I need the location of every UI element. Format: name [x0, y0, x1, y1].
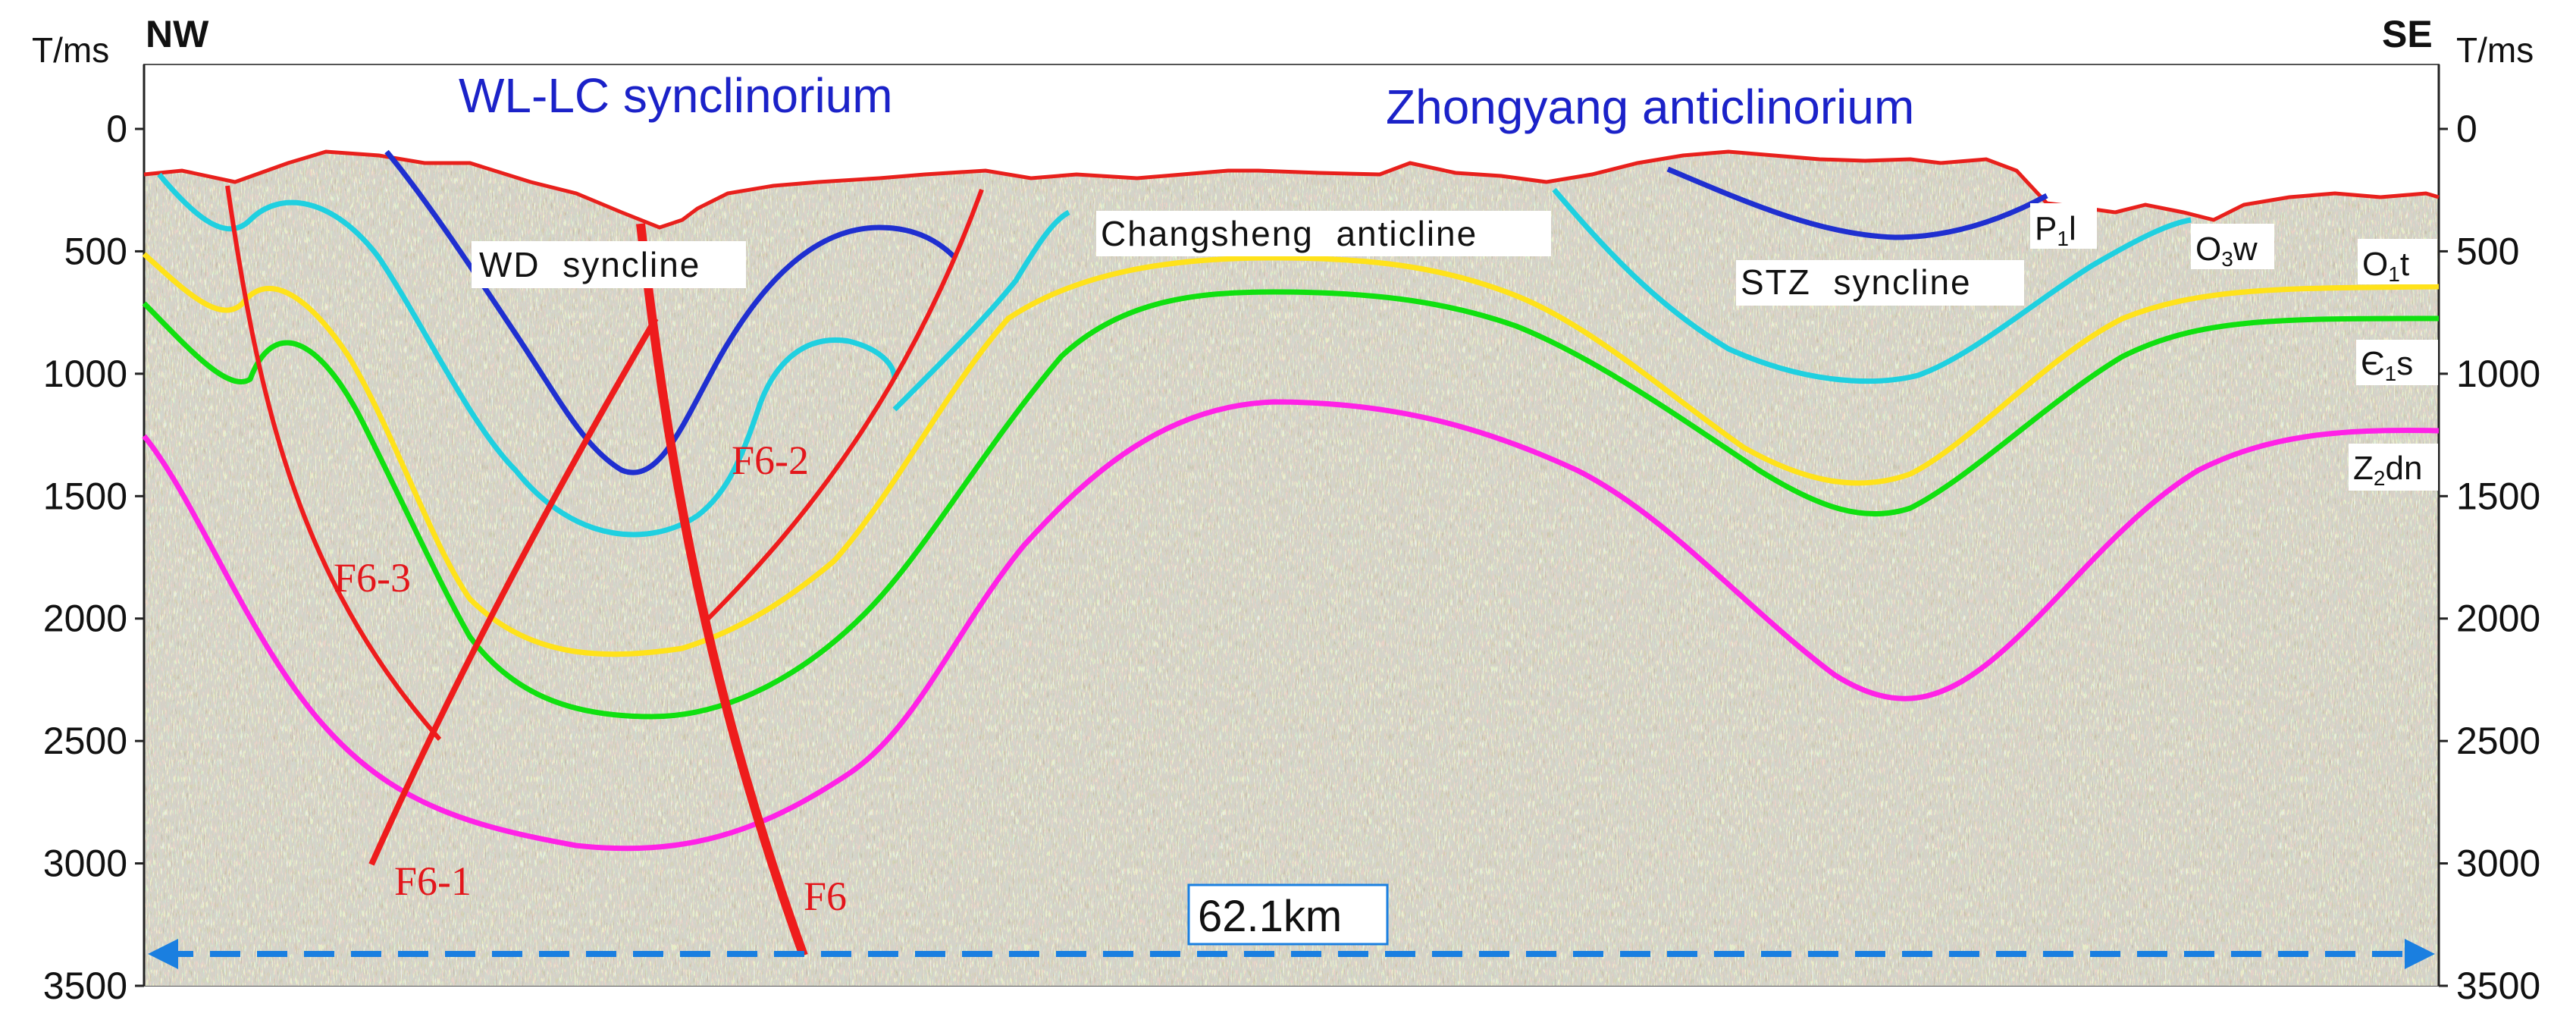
left-axis-unit: T/ms: [32, 30, 109, 70]
o3w-formation-label: O3w: [2195, 231, 2258, 271]
o1t-horizon-yellow: [142, 252, 2440, 657]
right-axis-tick-label: 2000: [2456, 598, 2540, 640]
z2dn-horizon-magenta: [142, 399, 2440, 852]
wl-lc-synclinorium-title: WL-LC synclinorium: [459, 68, 893, 123]
wd-syncline-label: WD syncline: [479, 245, 700, 284]
scale-bar-label: 62.1km: [1198, 892, 1342, 941]
nw-direction-label: NW: [146, 13, 209, 55]
stz-syncline-label-box: [1736, 260, 2024, 306]
right-axis-unit: T/ms: [2456, 30, 2534, 70]
e1s-label-box: [2356, 340, 2438, 385]
left-axis-tick-label: 2500: [43, 720, 127, 762]
p1l-horizon-blue-right: [1666, 166, 2048, 240]
fault-f6-1-label: F6-1: [394, 858, 472, 904]
se-direction-label: SE: [2382, 13, 2433, 55]
stz-syncline-label: STZ syncline: [1741, 262, 1972, 302]
z2dn-label-box: [2349, 444, 2438, 491]
right-axis-tick-label: 1000: [2456, 353, 2540, 395]
fault-f6-3-label: F6-3: [334, 555, 411, 601]
right-axis-tick-label: 0: [2456, 108, 2477, 150]
o3w-horizon-cyan-left: [157, 172, 898, 538]
fault-f6-label: F6: [804, 874, 847, 919]
z2dn-formation-label: Z2dn: [2353, 450, 2422, 490]
e1s-horizon-green: [142, 289, 2440, 720]
o1t-formation-label: O1t: [2362, 246, 2409, 286]
o3w-label-box: [2191, 224, 2274, 269]
zhongyang-anticlinorium-title: Zhongyang anticlinorium: [1386, 80, 1914, 134]
left-time-axis: 0 500 1000 1500 2000 2500 3000 3500: [43, 64, 146, 1007]
changsheng-anticline-label-box: [1096, 211, 1551, 256]
fault-f6-3-line: [225, 185, 442, 741]
right-axis-tick-label: 1500: [2456, 475, 2540, 517]
right-axis-ticks: 0 500 1000 1500 2000 2500 3000 3500: [2439, 108, 2540, 1007]
changsheng-anticline-label: Changsheng anticline: [1101, 214, 1478, 253]
p1l-label-box: [2030, 203, 2097, 249]
left-axis-tick-label: 500: [64, 230, 127, 272]
e1s-formation-label: Є1s: [2361, 345, 2413, 385]
scale-bar: 62.1km: [148, 883, 2435, 969]
o3w-horizon-cyan-mid: [892, 209, 1070, 412]
surface-topography-line: [143, 149, 2440, 230]
right-axis-tick-label: 3000: [2456, 842, 2540, 885]
fault-f6-1-line: [368, 316, 659, 866]
o3w-horizon-cyan-right: [1552, 187, 2192, 384]
right-axis-tick-label: 500: [2456, 230, 2519, 272]
p1l-formation-label: P1l: [2035, 210, 2076, 250]
left-axis-tick-label: 1000: [43, 353, 127, 395]
left-axis-tick-label: 3500: [43, 965, 127, 1007]
left-axis-ticks: 0 500 1000 1500 2000 2500 3000 3500: [43, 108, 144, 1007]
o1t-label-box: [2358, 239, 2437, 284]
right-axis-tick-label: 3500: [2456, 965, 2540, 1007]
left-axis-tick-label: 0: [106, 108, 127, 150]
left-axis-tick-label: 1500: [43, 475, 127, 517]
wd-syncline-label-box: [472, 241, 746, 288]
fault-f6-2-line: [703, 188, 984, 624]
left-axis-tick-label: 3000: [43, 842, 127, 885]
left-axis-tick-label: 2000: [43, 598, 127, 640]
right-time-axis: 0 500 1000 1500 2000 2500 3000 3500: [2437, 64, 2540, 1007]
fault-f6-2-label: F6-2: [732, 438, 809, 483]
right-axis-tick-label: 2500: [2456, 720, 2540, 762]
